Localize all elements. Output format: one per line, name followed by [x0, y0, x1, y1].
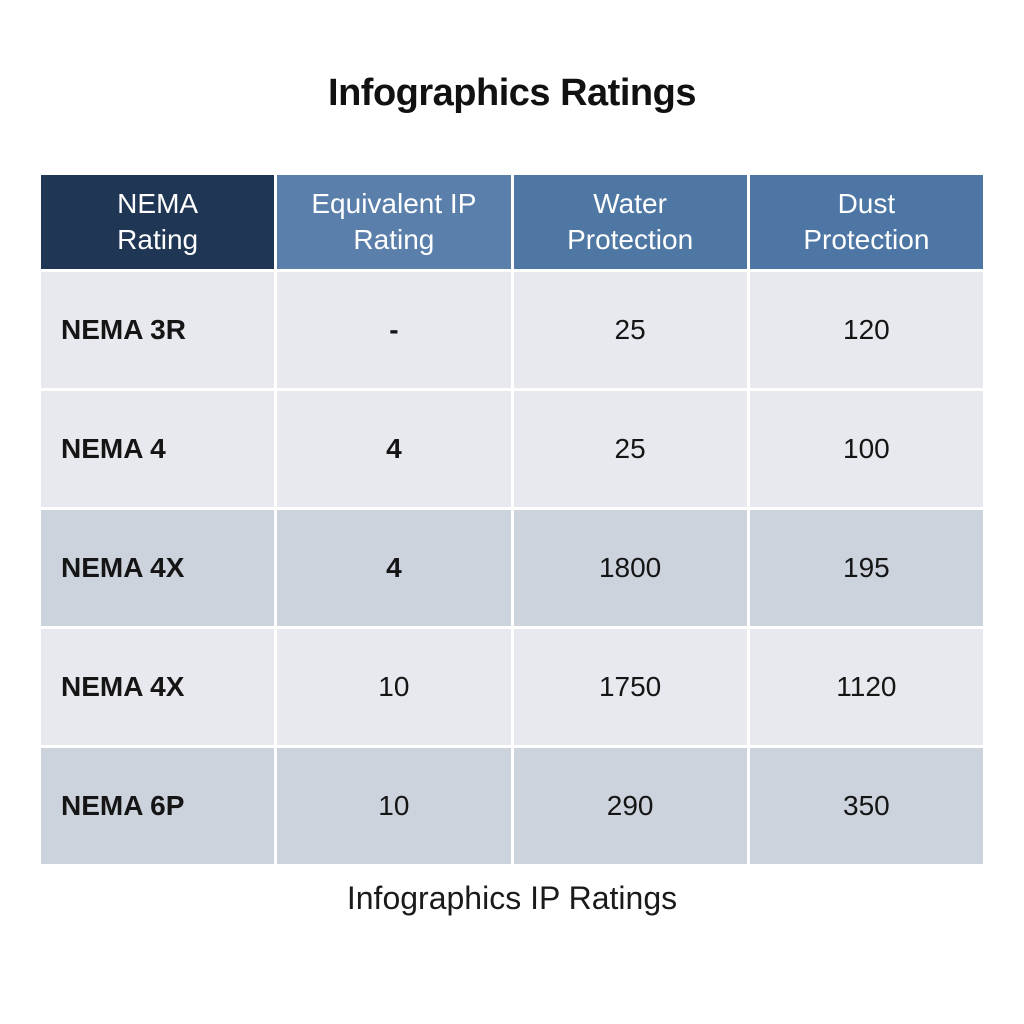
- cell-nema-rating: NEMA 4X: [41, 510, 275, 626]
- cell-dust-protection: 100: [749, 391, 983, 507]
- header-line: Water: [593, 188, 667, 219]
- header-line: Protection: [803, 224, 930, 255]
- cell-dust-protection: 1120: [749, 629, 983, 745]
- header-line: Rating: [117, 224, 199, 255]
- cell-nema-rating: NEMA 4: [41, 391, 275, 507]
- cell-dust-protection: 350: [749, 748, 983, 864]
- cell-water-protection: 1750: [513, 629, 747, 745]
- header-nema-rating: NEMA Rating: [41, 175, 275, 269]
- cell-water-protection: 290: [513, 748, 747, 864]
- cell-nema-rating: NEMA 4X: [41, 629, 275, 745]
- cell-dust-protection: 195: [749, 510, 983, 626]
- cell-ip-rating: 4: [277, 391, 511, 507]
- cell-nema-rating: NEMA 6P: [41, 748, 275, 864]
- header-row: NEMA Rating Equivalent IP Rating Water P…: [41, 175, 983, 269]
- header-line: Rating: [353, 224, 435, 255]
- cell-ip-rating: 4: [277, 510, 511, 626]
- header-dust-protection: Dust Protection: [749, 175, 983, 269]
- chart-title: Infographics Ratings: [328, 72, 696, 114]
- cell-water-protection: 1800: [513, 510, 747, 626]
- header-line: Protection: [567, 224, 694, 255]
- table-row: NEMA 4X 10 1750 1120: [41, 629, 983, 745]
- table-row: NEMA 6P 10 290 350: [41, 748, 983, 864]
- header-line: Dust: [837, 188, 896, 219]
- cell-nema-rating: NEMA 3R: [41, 272, 275, 388]
- table-caption: Infographics IP Ratings: [346, 880, 678, 916]
- cell-water-protection: 25: [513, 272, 747, 388]
- header-line: NEMA: [117, 188, 199, 219]
- cell-ip-rating: -: [277, 272, 511, 388]
- cell-water-protection: 25: [513, 391, 747, 507]
- ratings-table: NEMA Rating Equivalent IP Rating Water P…: [38, 172, 986, 867]
- table-row: NEMA 4 4 25 100: [41, 391, 983, 507]
- header-water-protection: Water Protection: [513, 175, 747, 269]
- table-row: NEMA 3R - 25 120: [41, 272, 983, 388]
- header-equivalent-ip-rating: Equivalent IP Rating: [277, 175, 511, 269]
- cell-ip-rating: 10: [277, 748, 511, 864]
- table-row: NEMA 4X 4 1800 195: [41, 510, 983, 626]
- cell-ip-rating: 10: [277, 629, 511, 745]
- ratings-table-container: NEMA Rating Equivalent IP Rating Water P…: [40, 172, 984, 867]
- header-line: Equivalent IP: [311, 188, 477, 219]
- cell-dust-protection: 120: [749, 272, 983, 388]
